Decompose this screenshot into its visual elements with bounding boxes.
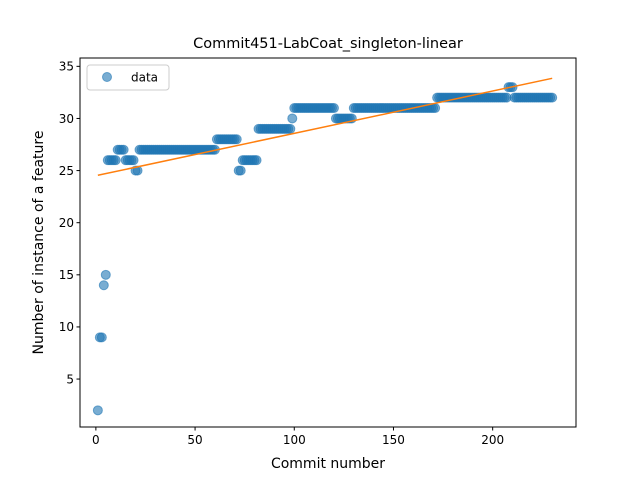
data-point [118, 144, 129, 155]
y-tick-label: 15 [59, 268, 74, 282]
y-tick-label: 25 [59, 164, 74, 178]
data-point [98, 280, 109, 291]
data-point [100, 269, 111, 280]
y-tick-label: 35 [59, 60, 74, 74]
axis-ticks: 0 50 100 150 200 5 10 15 20 25 30 35 [59, 60, 504, 447]
data-point [231, 134, 242, 145]
axes-frame [79, 57, 577, 428]
legend: data [86, 64, 170, 91]
legend-label-data: data [131, 71, 158, 85]
x-tick-label: 150 [382, 433, 405, 447]
y-axis-title: Number of instance of a feature [31, 131, 47, 355]
plot-area [92, 77, 558, 416]
data-point [285, 123, 296, 134]
x-tick-label: 50 [187, 433, 202, 447]
data-point [235, 165, 246, 176]
x-tick-label: 0 [92, 433, 100, 447]
y-tick-label: 5 [66, 372, 74, 386]
x-tick-label: 200 [481, 433, 504, 447]
y-tick-label: 20 [59, 216, 74, 230]
data-point [110, 155, 121, 166]
y-tick-label: 10 [59, 320, 74, 334]
data-point [328, 103, 339, 114]
legend-box [86, 64, 170, 91]
y-tick-label: 30 [59, 112, 74, 126]
chart-title: Commit451-LabCoat_singleton-linear [193, 36, 463, 52]
data-point [96, 332, 107, 343]
fit-line [97, 77, 553, 177]
data-point [92, 405, 103, 416]
data-point [128, 155, 139, 166]
data-point [287, 113, 298, 124]
x-tick-label: 100 [283, 433, 306, 447]
legend-marker-data [102, 72, 112, 82]
data-point [430, 103, 441, 114]
data-point [547, 92, 558, 103]
x-axis-title: Commit number [271, 456, 385, 472]
data-point [251, 155, 262, 166]
